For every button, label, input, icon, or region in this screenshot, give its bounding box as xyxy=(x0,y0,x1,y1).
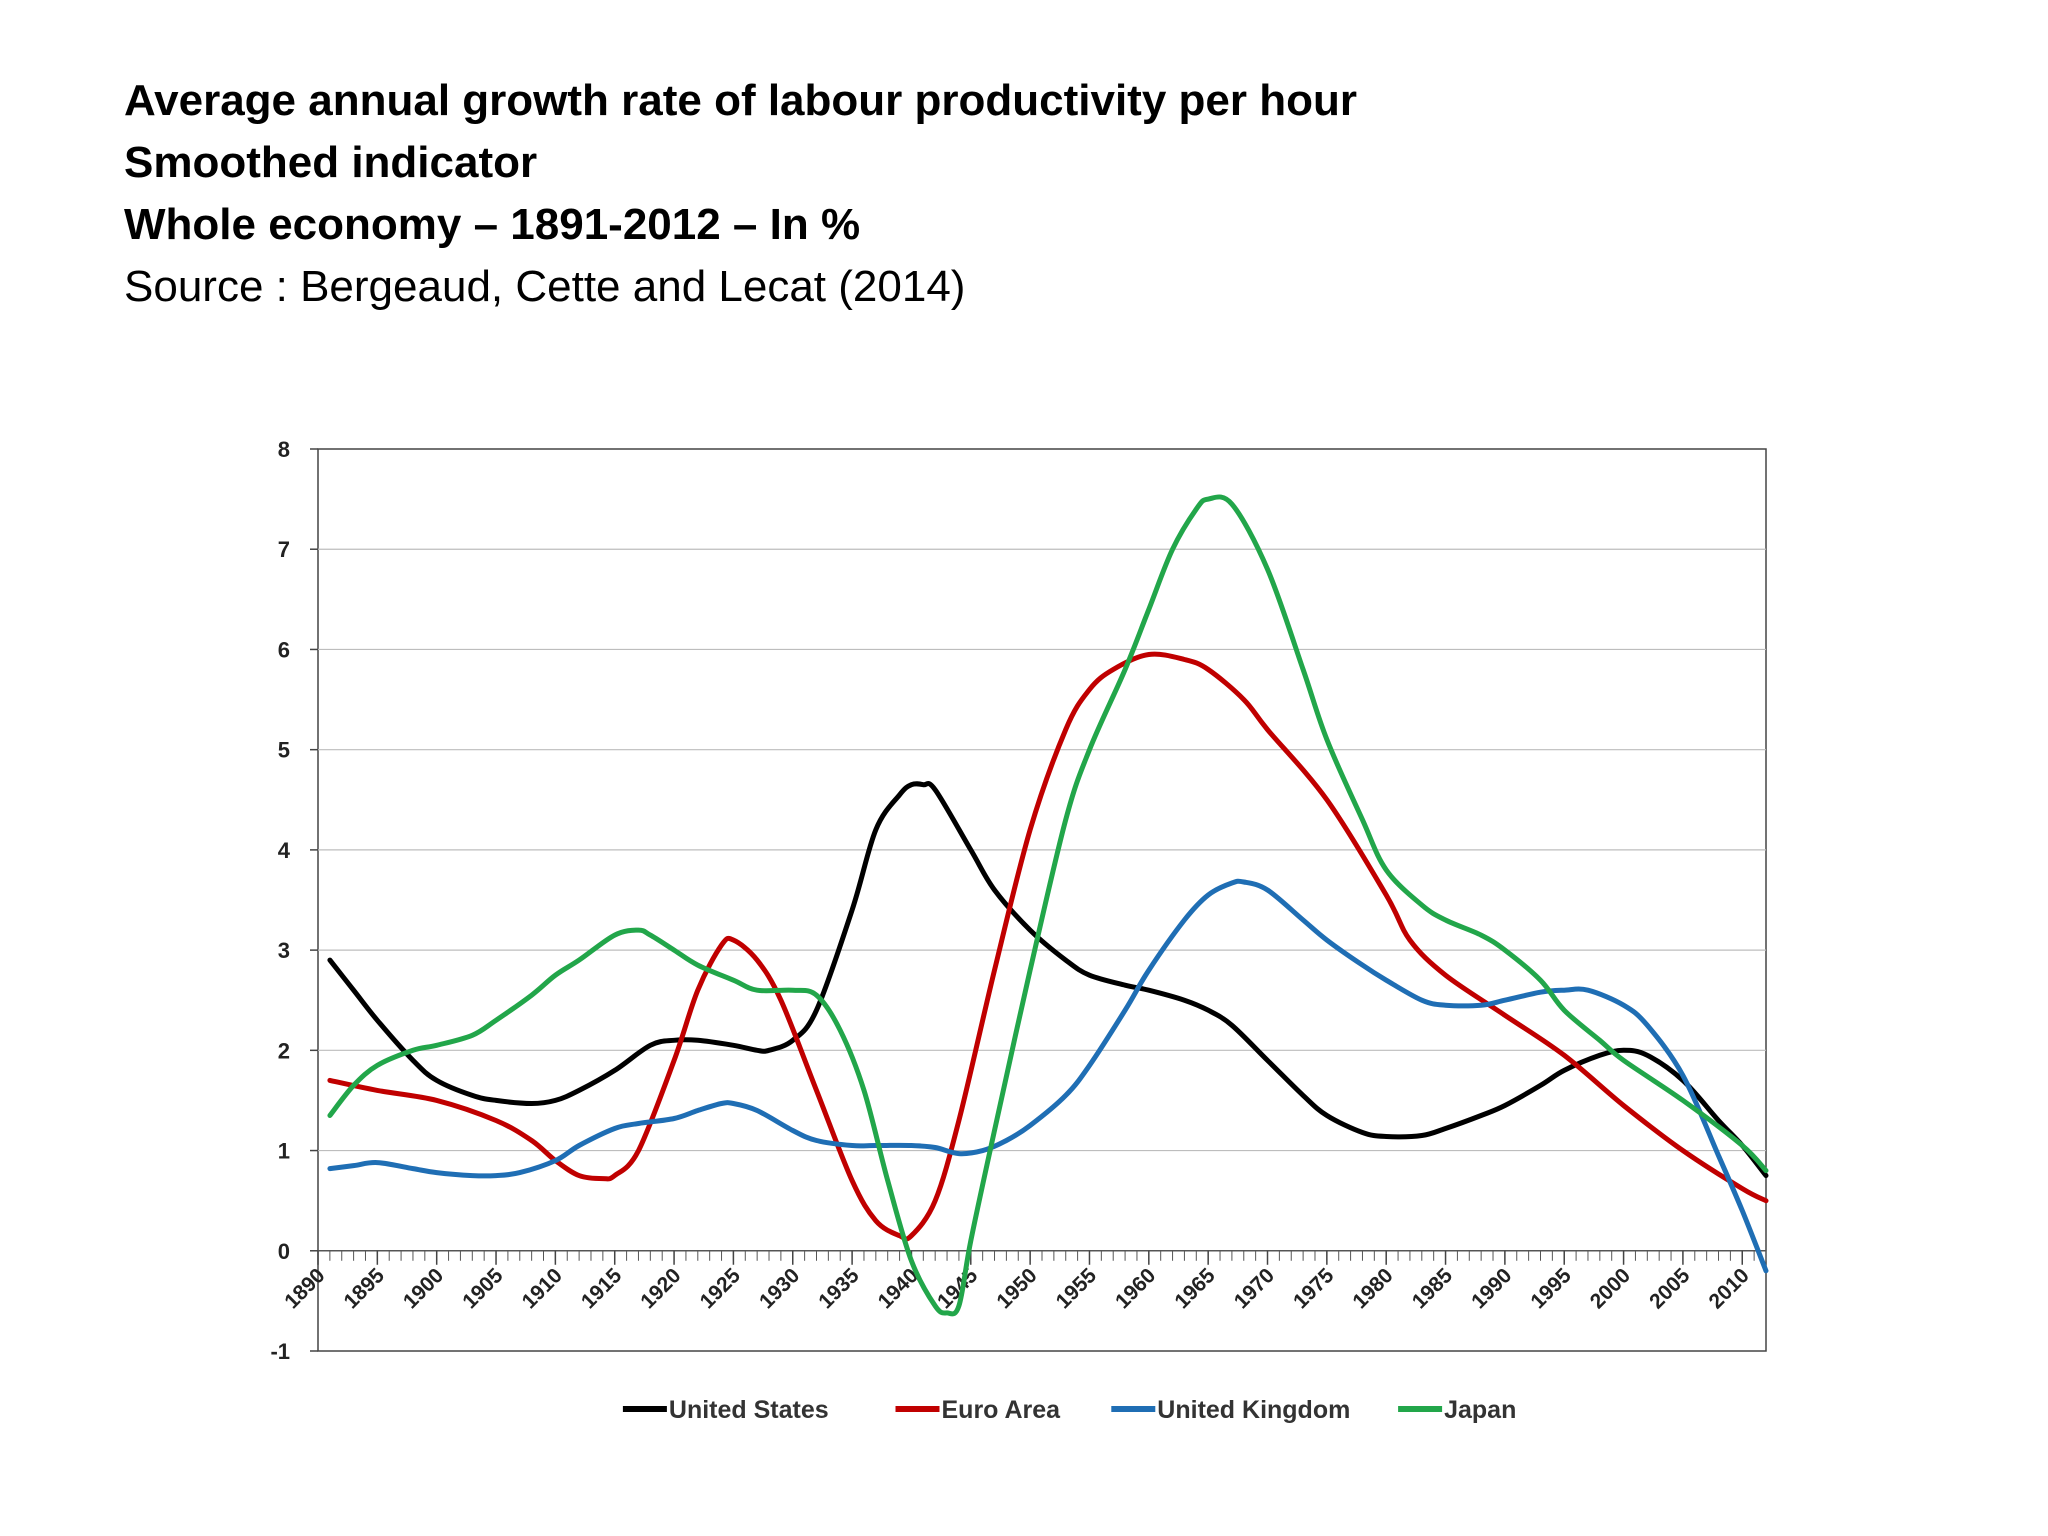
title-block: Average annual growth rate of labour pro… xyxy=(124,70,1357,318)
x-tick-label: 1975 xyxy=(1289,1264,1339,1314)
y-tick-label: 5 xyxy=(278,738,290,763)
x-tick-label: 1950 xyxy=(992,1264,1041,1313)
series-line-euro-area xyxy=(327,651,1769,1242)
x-tick-label: 1905 xyxy=(458,1264,508,1314)
x-tick-label: 1915 xyxy=(577,1264,627,1314)
series-line-united-kingdom xyxy=(327,878,1769,1274)
legend-label-united-states: United States xyxy=(669,1396,829,1424)
legend-label-euro-area: Euro Area xyxy=(942,1396,1062,1424)
legend-label-united-kingdom: United Kingdom xyxy=(1157,1396,1350,1424)
y-tick-label: 7 xyxy=(278,537,290,562)
x-tick-label: 1935 xyxy=(814,1264,864,1314)
x-tick-label: 2000 xyxy=(1586,1264,1635,1313)
y-tick-label: 3 xyxy=(278,938,290,963)
x-tick-label: 1955 xyxy=(1052,1264,1102,1314)
series-line-united-states xyxy=(327,781,1769,1179)
chart-title: Average annual growth rate of labour pro… xyxy=(124,76,1357,125)
x-tick-label: 1925 xyxy=(696,1264,746,1314)
y-tick-label: 4 xyxy=(278,838,291,863)
x-tick-label: 1980 xyxy=(1348,1264,1397,1313)
y-tick-label: 0 xyxy=(278,1239,290,1264)
legend-label-japan: Japan xyxy=(1444,1396,1516,1424)
x-tick-label: 1985 xyxy=(1408,1264,1458,1314)
y-tick-label: 6 xyxy=(278,637,290,662)
x-tick-label: 2005 xyxy=(1645,1264,1695,1314)
x-tick-label: 1960 xyxy=(1111,1264,1160,1313)
x-tick-label: 1920 xyxy=(636,1264,685,1313)
y-tick-label: 8 xyxy=(278,437,290,462)
y-tick-label: 2 xyxy=(278,1038,290,1063)
y-tick-label: -1 xyxy=(270,1339,290,1364)
chart-scope: Whole economy – 1891-2012 – In % xyxy=(124,200,861,249)
x-tick-label: 1890 xyxy=(280,1264,329,1313)
series-line-japan xyxy=(327,494,1769,1317)
x-tick-label: 1900 xyxy=(399,1264,448,1313)
x-tick-label: 1895 xyxy=(340,1264,390,1314)
x-tick-label: 1930 xyxy=(755,1264,804,1313)
x-tick-label: 1995 xyxy=(1526,1264,1576,1314)
y-tick-label: 1 xyxy=(278,1139,290,1164)
x-tick-label: 2010 xyxy=(1704,1264,1753,1313)
x-tick-label: 1910 xyxy=(518,1264,567,1313)
x-tick-label: 1990 xyxy=(1467,1264,1516,1313)
x-tick-label: 1965 xyxy=(1170,1264,1220,1314)
plot-area xyxy=(317,448,1767,1352)
x-tick-label: 1970 xyxy=(1230,1264,1279,1313)
chart-subtitle: Smoothed indicator xyxy=(124,138,538,187)
chart-source: Source : Bergeaud, Cette and Lecat (2014… xyxy=(124,262,966,311)
